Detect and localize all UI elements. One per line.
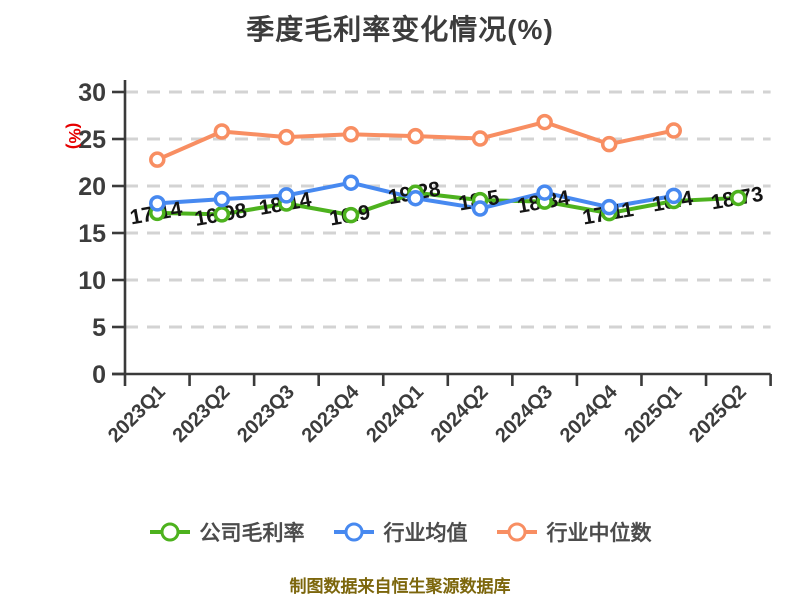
x-tick-label: 2024Q3 xyxy=(491,381,557,447)
legend-marker-icon xyxy=(333,522,374,542)
data-point xyxy=(471,200,489,217)
data-point xyxy=(730,189,747,207)
data-point xyxy=(600,135,618,153)
data-point xyxy=(342,206,360,224)
legend-label: 公司毛利率 xyxy=(199,522,305,545)
data-point xyxy=(342,174,360,191)
y-tick-labels: 0 5 10 15 20 25 30 xyxy=(78,79,106,389)
data-point xyxy=(213,123,231,140)
y-tick-label: 15 xyxy=(78,220,106,248)
series-markers-2 xyxy=(149,113,683,168)
y-axis-name: (%) xyxy=(65,123,84,149)
data-point xyxy=(407,127,424,145)
x-tick-label: 2025Q1 xyxy=(620,381,686,447)
series-line-0 xyxy=(155,190,741,218)
x-tick-label: 2023Q3 xyxy=(233,381,299,447)
data-point xyxy=(342,126,360,143)
legend: 公司毛利率 行业均值 行业中位数 xyxy=(0,517,800,547)
y-tick-label: 5 xyxy=(92,314,106,342)
x-tick-label: 2024Q2 xyxy=(427,381,493,447)
data-point xyxy=(213,206,231,223)
data-point xyxy=(149,195,166,212)
data-point xyxy=(536,113,553,131)
data-point xyxy=(665,187,683,205)
x-tick-label: 2023Q2 xyxy=(168,381,234,447)
data-point xyxy=(278,187,295,204)
chart-title: 季度毛利率变化情况(%) xyxy=(246,14,554,45)
data-point xyxy=(600,198,618,216)
x-tick-label: 2024Q1 xyxy=(362,381,428,447)
x-tick-label: 2023Q1 xyxy=(104,381,170,447)
data-point xyxy=(407,189,424,207)
axes xyxy=(112,80,772,386)
legend-label: 行业均值 xyxy=(383,522,468,545)
legend-label: 行业中位数 xyxy=(546,522,652,545)
y-tick-label: 0 xyxy=(92,361,106,389)
legend-item-2[interactable]: 行业中位数 xyxy=(496,517,652,547)
data-point xyxy=(213,190,231,208)
x-tick-label: 2025Q2 xyxy=(685,381,751,447)
x-tick-labels: 2023Q12023Q22023Q32023Q42024Q12024Q22024… xyxy=(104,380,751,447)
legend-item-0[interactable]: 公司毛利率 xyxy=(149,517,305,547)
legend-marker-icon xyxy=(149,522,190,542)
data-point xyxy=(471,130,489,147)
y-tick-label: 20 xyxy=(78,173,106,201)
y-tick-label: 10 xyxy=(78,267,106,295)
line-path xyxy=(155,190,741,218)
data-point xyxy=(149,151,166,168)
data-point xyxy=(665,122,683,139)
x-tick-label: 2024Q4 xyxy=(556,380,623,447)
series-markers-1 xyxy=(149,174,683,217)
y-tick-label: 30 xyxy=(78,79,106,107)
y-gridlines xyxy=(125,90,771,329)
data-point xyxy=(278,128,295,146)
legend-item-1[interactable]: 行业均值 xyxy=(333,517,468,547)
y-tick-label: 25 xyxy=(78,126,106,154)
data-source-note: 制图数据来自恒生聚源数据库 xyxy=(289,577,511,596)
x-tick-label: 2023Q4 xyxy=(298,380,365,447)
data-point xyxy=(536,184,553,201)
legend-marker-icon xyxy=(496,522,537,542)
